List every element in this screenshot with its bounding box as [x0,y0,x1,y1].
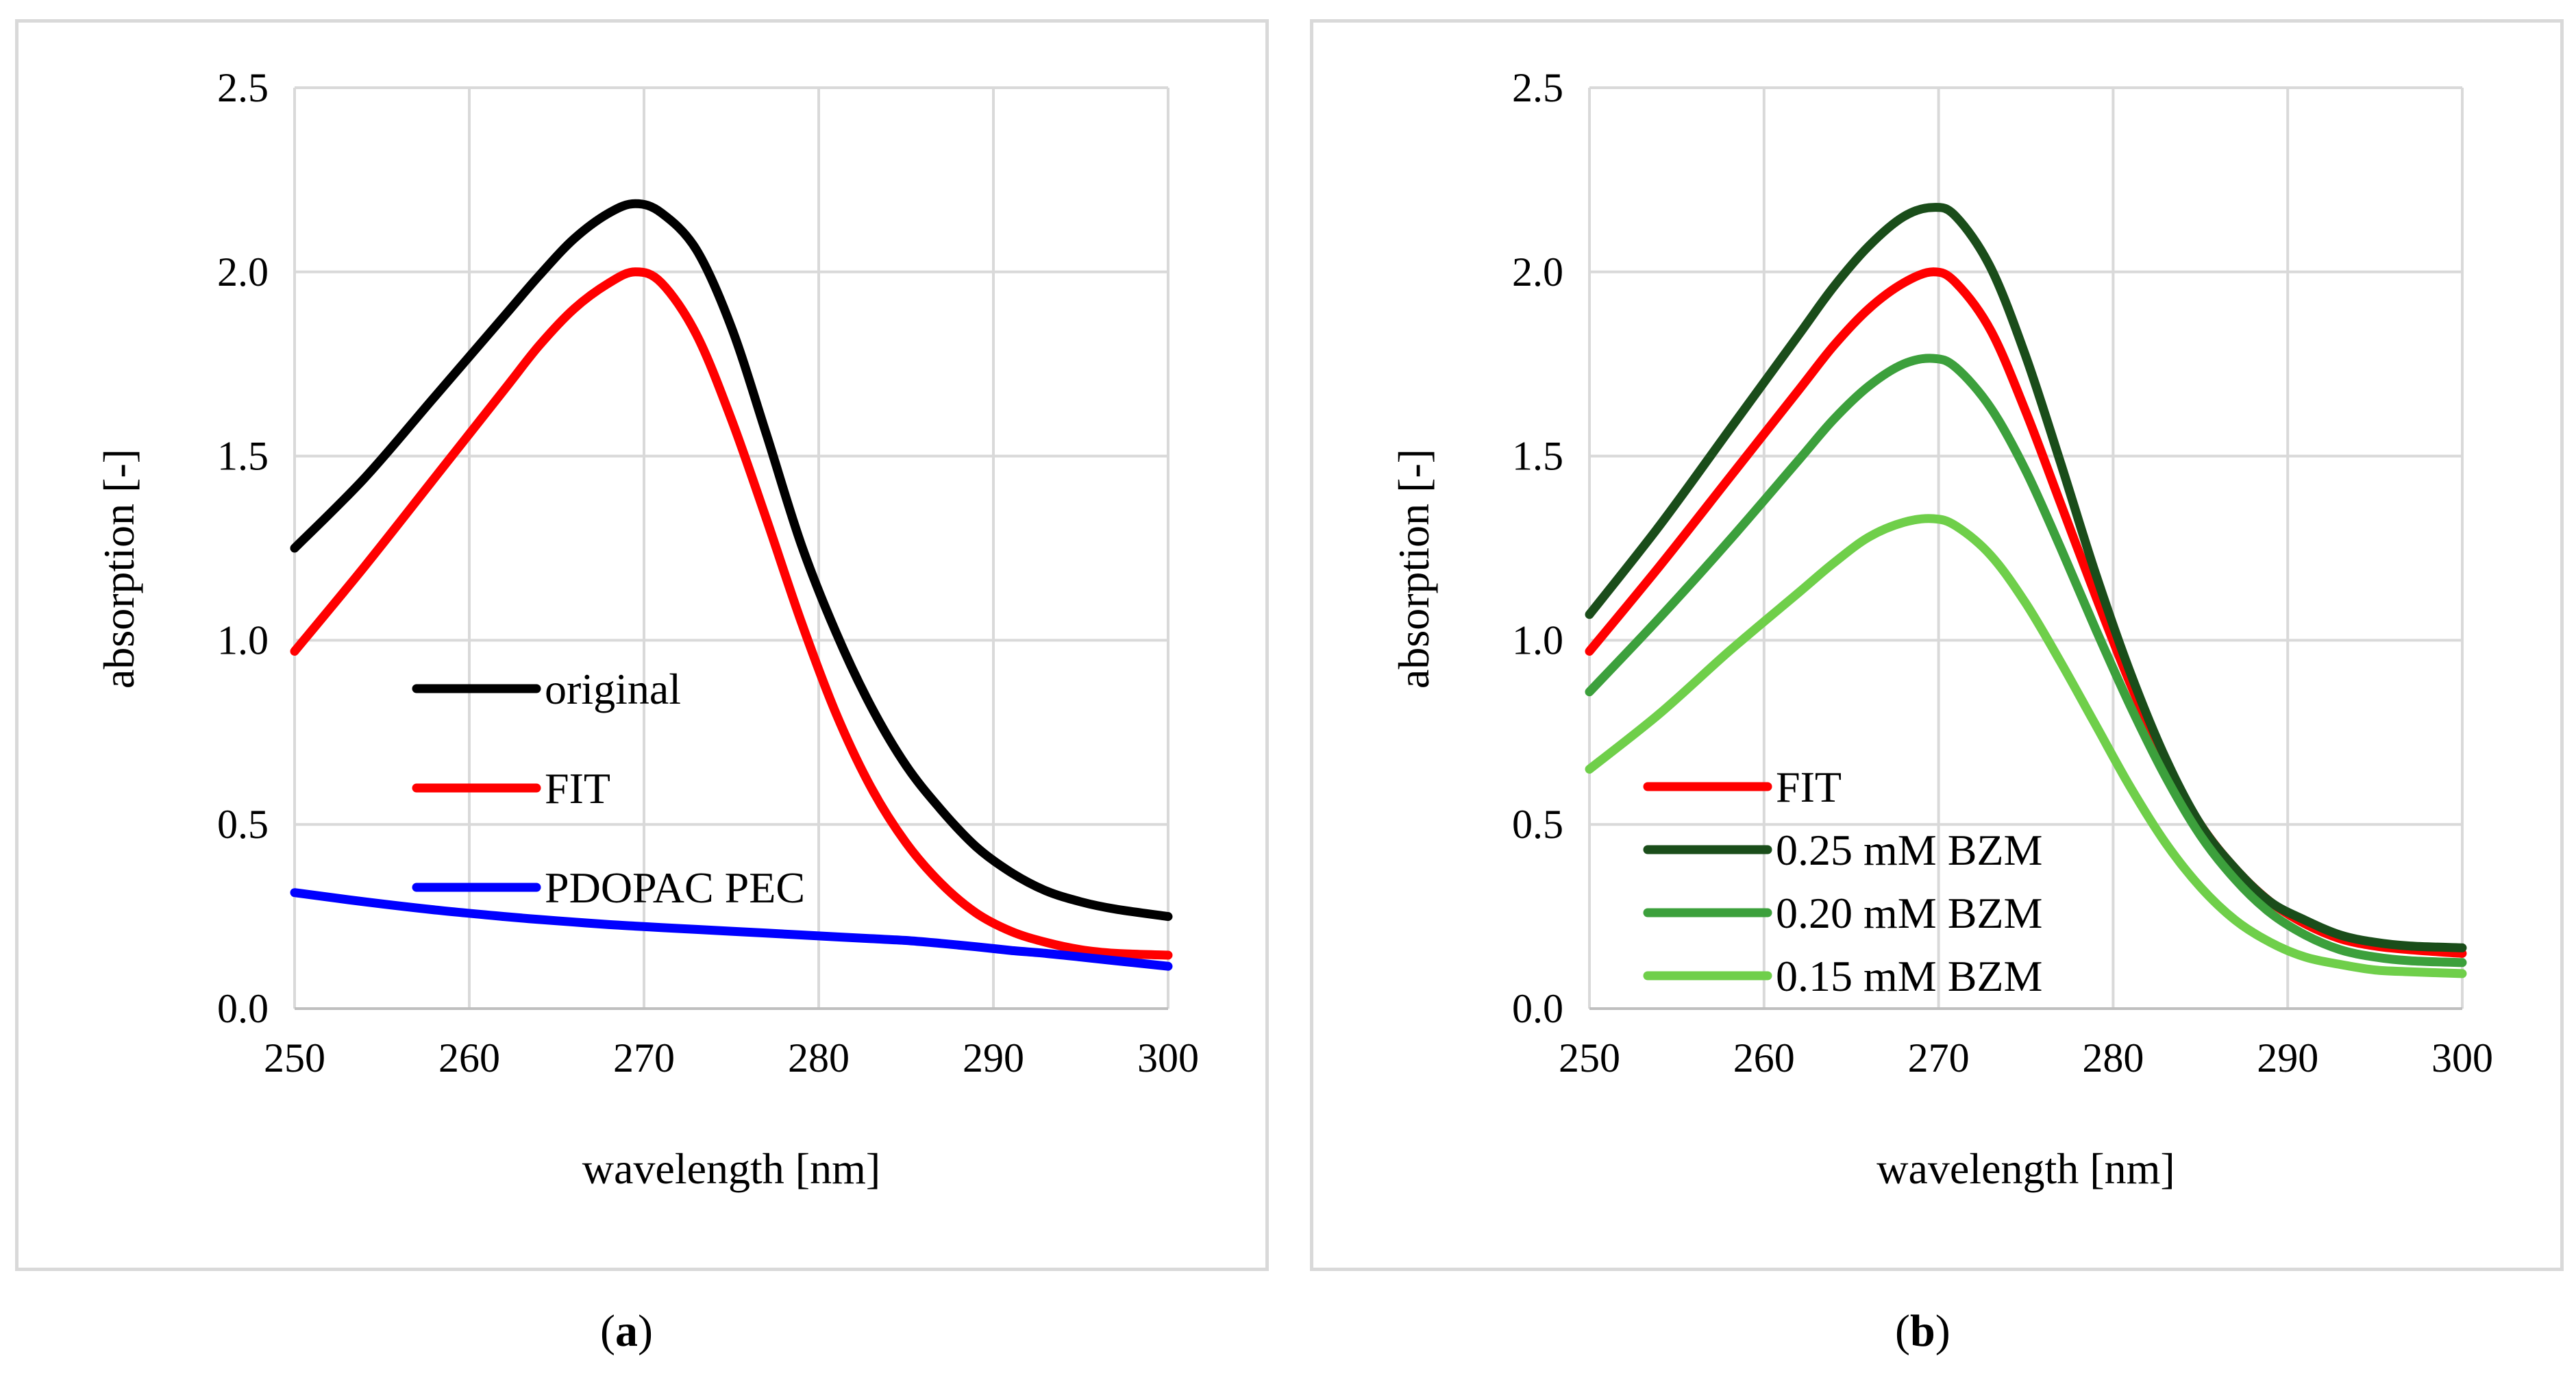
y-axis-title: absorption [-] [1389,449,1438,689]
legend-label: 0.15 mM BZM [1776,952,2042,1000]
x-tick-label: 260 [438,1035,500,1081]
legend-label: FIT [1776,763,1842,811]
y-tick-label: 0.5 [217,802,269,847]
x-axis-title: wavelength [nm] [582,1144,880,1193]
legend-label: original [545,665,681,713]
y-tick-label: 2.0 [217,249,269,295]
x-tick-label: 270 [1908,1035,1970,1081]
legend-label: PDOPAC PEC [545,863,805,912]
x-tick-label: 300 [2431,1035,2493,1081]
series-line-0-15-mm-bzm [1585,514,2467,978]
y-tick-label: 0.0 [1512,986,1563,1031]
panel-b-frame [1310,19,2564,1271]
caption-b: (b) [1895,1306,1950,1356]
series-line-fit [290,267,1173,960]
legend-label: FIT [545,764,610,813]
y-tick-label: 2.5 [1512,65,1563,110]
x-tick-label: 300 [1137,1035,1199,1081]
x-tick-label: 250 [1559,1035,1620,1081]
caption-a: (a) [600,1306,653,1356]
y-tick-label: 1.0 [1512,617,1563,663]
y-tick-label: 1.0 [217,617,269,663]
x-axis-title: wavelength [nm] [1877,1144,2175,1193]
legend-a: original FIT PDOPAC PEC [412,665,805,912]
y-tick-label: 1.5 [217,434,269,479]
x-tick-label: 270 [613,1035,675,1081]
series-line-0-25-mm-bzm [1585,203,2467,952]
legend-b: FIT 0.25 mM BZM 0.20 mM BZM 0.15 mM BZM [1643,763,2042,1000]
x-tick-label: 260 [1733,1035,1795,1081]
legend-label: 0.25 mM BZM [1776,826,2042,874]
chart-b: 250 260 270 280 290 300 0.0 0.5 1.0 1.5 2.0 2.5 wave… [1389,65,2493,1193]
y-tick-label: 0.5 [1512,802,1563,847]
series-line-pdopac-pec [290,888,1173,971]
x-tick-label: 250 [264,1035,325,1081]
y-tick-label: 2.0 [1512,249,1563,295]
panel-a-frame [15,19,1269,1271]
y-tick-label: 1.5 [1512,434,1563,479]
y-axis-title: absorption [-] [95,449,143,689]
series-line-original [290,199,1173,922]
x-tick-label: 280 [2082,1035,2144,1081]
series-line-0-20-mm-bzm [1585,354,2467,968]
y-tick-label: 2.5 [217,65,269,110]
chart-a: 250 260 270 280 290 300 0.0 0.5 1.0 1.5 2.0 2.5 wave… [95,65,1199,1193]
x-tick-label: 290 [963,1035,1024,1081]
legend-label: 0.20 mM BZM [1776,889,2042,937]
x-tick-label: 280 [788,1035,850,1081]
x-tick-label: 290 [2257,1035,2318,1081]
y-tick-label: 0.0 [217,986,269,1031]
